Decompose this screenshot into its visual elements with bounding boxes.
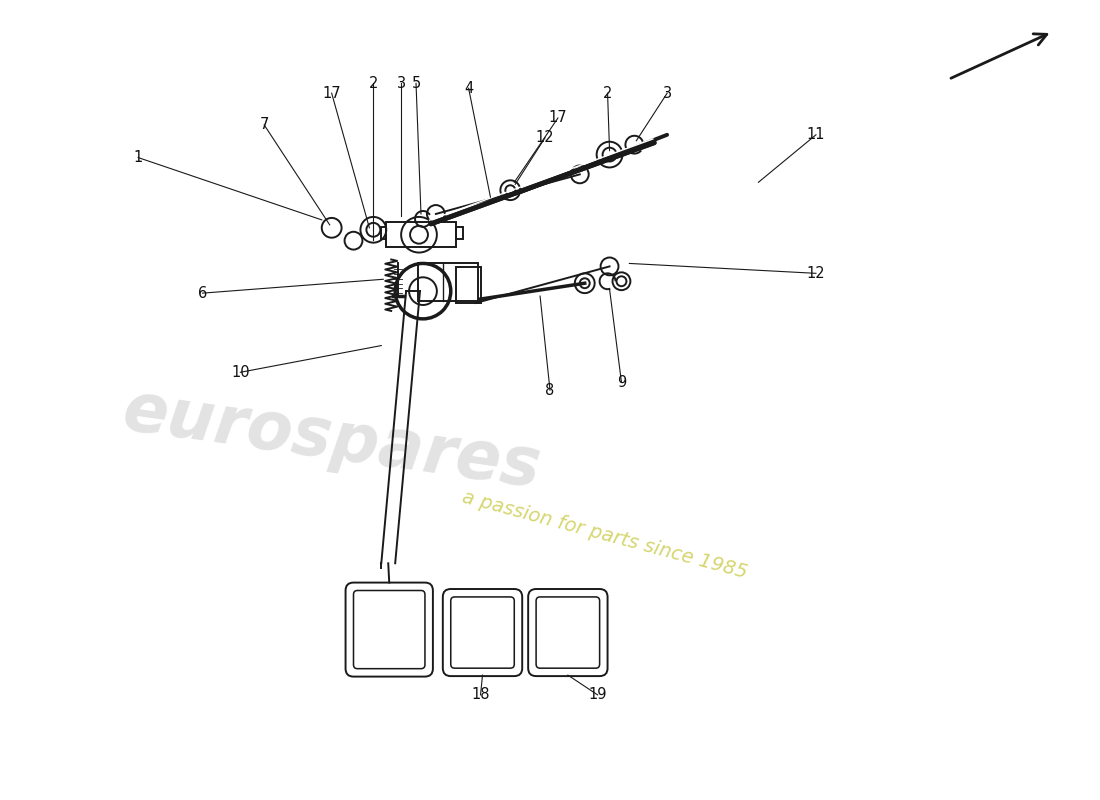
Text: 3: 3 — [397, 76, 406, 91]
Text: 1: 1 — [133, 150, 143, 165]
Text: 17: 17 — [549, 110, 568, 126]
Text: 8: 8 — [546, 382, 554, 398]
Text: 10: 10 — [231, 365, 250, 380]
Text: 6: 6 — [198, 286, 207, 301]
Text: 5: 5 — [411, 76, 420, 91]
Text: 2: 2 — [368, 76, 378, 91]
Text: eurospares: eurospares — [119, 378, 544, 502]
Text: 4: 4 — [464, 81, 473, 96]
Text: 19: 19 — [588, 687, 607, 702]
Text: 12: 12 — [806, 266, 825, 281]
Text: a passion for parts since 1985: a passion for parts since 1985 — [460, 487, 749, 582]
Text: 17: 17 — [322, 86, 341, 101]
Text: 9: 9 — [617, 374, 626, 390]
Text: 7: 7 — [260, 118, 268, 132]
Text: 18: 18 — [471, 687, 490, 702]
Text: 11: 11 — [806, 127, 825, 142]
Text: 3: 3 — [662, 86, 672, 101]
Text: 2: 2 — [603, 86, 613, 101]
Text: 12: 12 — [536, 130, 554, 146]
